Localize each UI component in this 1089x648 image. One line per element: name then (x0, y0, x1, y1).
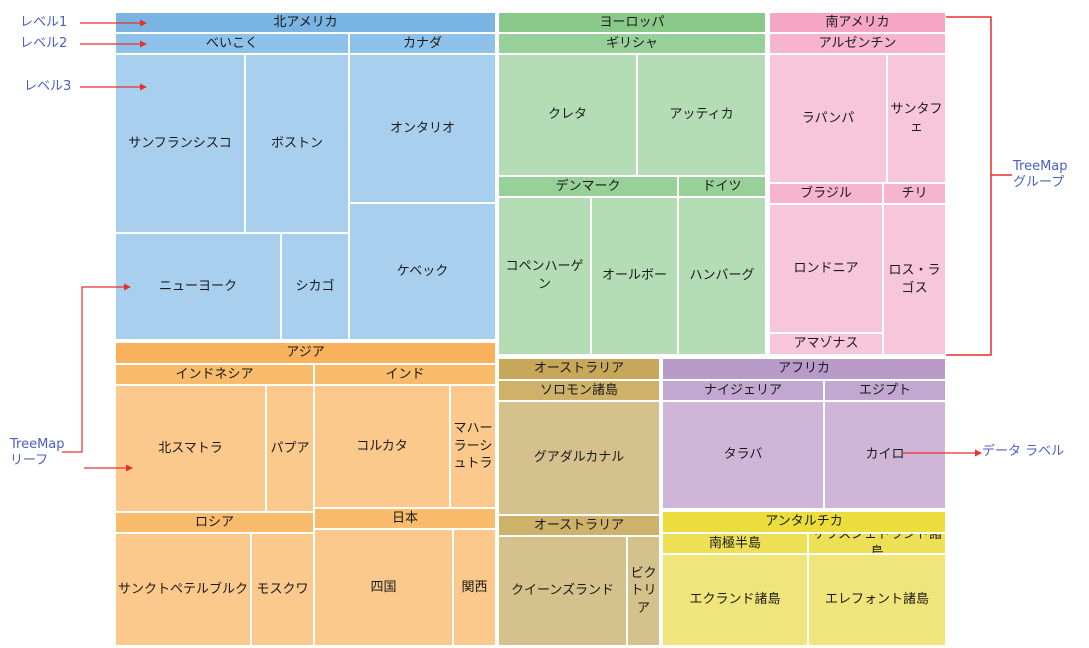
leaf-hamburg[interactable]: ハンバーグ (678, 197, 766, 355)
group-header-australia[interactable]: オーストラリア (498, 515, 660, 536)
leaf-moscow[interactable]: モスクワ (251, 533, 314, 646)
leaf-cairo[interactable]: カイロ (824, 401, 946, 509)
leaf-ontario[interactable]: オンタリオ (349, 54, 496, 203)
leaf-elephant-islands[interactable]: エレフォント諸島 (808, 554, 946, 646)
leaf-papua[interactable]: パプア (266, 385, 314, 512)
group-header-europe[interactable]: ヨーロッパ (498, 12, 766, 33)
leaf-boston[interactable]: ボストン (245, 54, 349, 233)
leaf-amazonas[interactable]: アマゾナス (769, 333, 883, 355)
leaf-st-petersburg[interactable]: サンクトペテルブルク (115, 533, 251, 646)
annotation-level2: レベル2 (20, 36, 68, 51)
leaf-crete[interactable]: クレタ (498, 54, 637, 176)
group-header-brazil[interactable]: ブラジル (769, 183, 883, 204)
annotation-level1: レベル1 (20, 15, 68, 30)
leaf-victoria[interactable]: ビクトリア (627, 536, 660, 646)
annotation-group: TreeMap グループ (1013, 159, 1068, 192)
group-header-africa[interactable]: アフリカ (662, 358, 946, 380)
leaf-la-pampa[interactable]: ラパンパ (769, 54, 887, 183)
annotation-leaf: TreeMap リーフ (10, 437, 65, 470)
group-header-solomon-islands[interactable]: ソロモン諸島 (498, 380, 660, 401)
group-header-asia[interactable]: アジア (115, 342, 496, 364)
leaf-taraba[interactable]: タラバ (662, 401, 824, 509)
group-header-indonesia[interactable]: インドネシア (115, 364, 314, 385)
group-header-germany[interactable]: ドイツ (678, 176, 766, 197)
group-header-antarctica[interactable]: アンタルチカ (662, 511, 946, 533)
leaf-aalborg[interactable]: オールボー (591, 197, 678, 355)
annotation-group-line2: グループ (1013, 175, 1065, 191)
group-header-russia[interactable]: ロシア (115, 512, 314, 533)
bracket-treemap-group (946, 16, 992, 356)
group-header-usa[interactable]: べいこく (115, 33, 349, 54)
group-header-nigeria[interactable]: ナイジェリア (662, 380, 824, 401)
annotation-data-label: データ ラベル (982, 444, 1065, 459)
leaf-ecland-islands[interactable]: エクランド諸島 (662, 554, 808, 646)
leaf-copenhagen[interactable]: コペンハーゲン (498, 197, 591, 355)
leaf-attica[interactable]: アッティカ (637, 54, 766, 176)
leaf-santa-fe[interactable]: サンタフェ (887, 54, 946, 183)
group-header-oceania[interactable]: オーストラリア (498, 358, 660, 380)
leaf-chicago[interactable]: シカゴ (281, 233, 349, 340)
group-header-denmark[interactable]: デンマーク (498, 176, 678, 197)
leaf-maharashtra[interactable]: マハーラーシュトラ (450, 385, 496, 508)
annotation-group-line1: TreeMap (1013, 159, 1068, 174)
leaf-shikoku[interactable]: 四国 (314, 529, 453, 646)
leaf-kansai[interactable]: 関西 (453, 529, 496, 646)
leaf-quebec[interactable]: ケベック (349, 203, 496, 340)
group-header-antarctic-peninsula[interactable]: 南極半島 (662, 533, 808, 554)
leaf-queensland[interactable]: クイーンズランド (498, 536, 627, 646)
leaf-los-lagos[interactable]: ロス・ラゴス (883, 204, 946, 355)
leaf-rondonia[interactable]: ロンドニア (769, 204, 883, 333)
group-header-chile[interactable]: チリ (883, 183, 946, 204)
group-header-greece[interactable]: ギリシャ (498, 33, 766, 54)
leaf-kolkata[interactable]: コルカタ (314, 385, 450, 508)
group-header-argentina[interactable]: アルゼンチン (769, 33, 946, 54)
leaf-new-york[interactable]: ニューヨーク (115, 233, 281, 340)
group-header-canada[interactable]: カナダ (349, 33, 496, 54)
leaf-guadalcanal[interactable]: グアダルカナル (498, 401, 660, 515)
group-header-india[interactable]: インド (314, 364, 496, 385)
group-header-japan[interactable]: 日本 (314, 508, 496, 529)
annotation-level3: レベル3 (24, 79, 72, 94)
annotation-leaf-line2: リーフ (10, 453, 49, 469)
group-header-south-america[interactable]: 南アメリカ (769, 12, 946, 33)
group-header-south-shetland[interactable]: サウスシェトランド諸島 (808, 533, 946, 554)
annotation-leaf-line1: TreeMap (10, 437, 65, 452)
group-header-egypt[interactable]: エジプト (824, 380, 946, 401)
leaf-san-francisco[interactable]: サンフランシスコ (115, 54, 245, 233)
leaf-north-sumatra[interactable]: 北スマトラ (115, 385, 266, 512)
group-header-north-america[interactable]: 北アメリカ (115, 12, 496, 33)
